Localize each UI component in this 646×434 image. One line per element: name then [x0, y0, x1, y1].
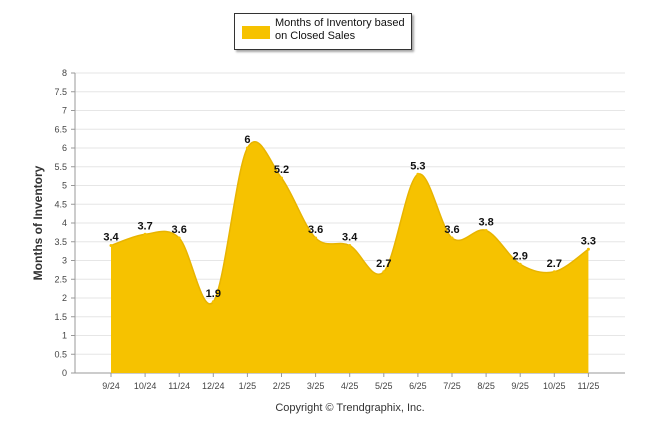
x-tick-label: 10/24 — [134, 381, 157, 391]
data-label: 5.3 — [410, 160, 425, 172]
y-tick-label: 7.5 — [54, 87, 67, 97]
data-point — [280, 176, 283, 180]
y-tick-label: 1 — [62, 331, 67, 341]
x-tick-label: 1/25 — [239, 381, 257, 391]
y-tick-label: 0 — [62, 368, 67, 378]
data-point — [416, 172, 420, 176]
data-label: 1.9 — [206, 288, 221, 300]
data-label: 2.7 — [547, 258, 562, 270]
data-label: 3.6 — [172, 224, 187, 236]
legend-label: Months of Inventory based on Closed Sale… — [275, 17, 409, 43]
y-tick-label: 5 — [62, 181, 67, 191]
data-point — [177, 236, 181, 240]
data-point — [586, 247, 590, 251]
y-tick-label: 2 — [62, 293, 67, 303]
x-tick-label: 9/25 — [511, 381, 529, 391]
x-tick-label: 10/25 — [543, 381, 566, 391]
data-label: 2.7 — [376, 258, 391, 270]
x-tick-label: 12/24 — [202, 381, 225, 391]
area-fill — [111, 141, 589, 373]
data-point — [109, 244, 113, 247]
legend-label-line2: on Closed Sales — [275, 30, 356, 42]
data-label: 3.3 — [581, 235, 596, 247]
data-point — [245, 146, 249, 150]
x-tick-label: 4/25 — [341, 381, 359, 391]
data-point — [211, 300, 215, 304]
x-tick-label: 3/25 — [307, 381, 325, 391]
data-label: 3.7 — [137, 220, 152, 232]
y-axis-title: Months of Inventory — [31, 165, 45, 280]
data-point — [382, 270, 386, 274]
x-tick-label: 8/25 — [477, 381, 495, 391]
x-tick-label: 11/25 — [577, 381, 599, 391]
x-tick-label: 9/24 — [102, 381, 120, 391]
data-label: 6 — [244, 134, 250, 146]
data-labels: 3.4 3.7 3.6 1.9 6 5.2 3.6 3.4 2.7 5.3 3.6 3.8 2.9 2.7… — [103, 134, 596, 304]
data-point — [314, 236, 318, 240]
data-point — [348, 244, 352, 247]
data-label: 3.6 — [444, 224, 459, 236]
data-label: 3.8 — [478, 217, 493, 229]
data-label: 5.2 — [274, 164, 289, 176]
series-line — [110, 140, 589, 305]
data-label: 2.9 — [513, 250, 528, 262]
data-label: 3.4 — [342, 232, 358, 244]
x-tick-label: 2/25 — [273, 381, 291, 391]
y-tick-label: 6 — [62, 143, 67, 153]
y-tick-label: 8 — [62, 68, 67, 78]
data-label: 3.4 — [103, 232, 119, 244]
y-tick-label: 6.5 — [54, 124, 67, 134]
data-point — [450, 236, 454, 240]
y-tick-label: 4.5 — [54, 199, 67, 209]
data-point — [552, 270, 556, 274]
legend: Months of Inventory based on Closed Sale… — [234, 13, 412, 50]
data-point — [518, 262, 522, 266]
y-tick-label: 0.5 — [54, 349, 67, 359]
y-tick-label: 3 — [62, 256, 67, 266]
y-tick-label: 4 — [62, 218, 67, 228]
copyright-text: Copyright © Trendgraphix, Inc. — [275, 402, 425, 414]
x-tick-label: 11/24 — [168, 381, 190, 391]
legend-label-line1: Months of Inventory based — [275, 17, 405, 29]
y-tick-label: 1.5 — [54, 312, 67, 322]
data-point — [484, 229, 488, 232]
legend-swatch — [242, 26, 270, 39]
data-label: 3.6 — [308, 224, 323, 236]
y-tick-label: 3.5 — [54, 237, 67, 247]
x-tick-label: 6/25 — [409, 381, 427, 391]
y-tick-label: 2.5 — [54, 274, 67, 284]
x-tick-label: 5/25 — [375, 381, 393, 391]
y-tick-label: 7 — [62, 106, 67, 116]
data-point — [143, 232, 147, 236]
x-tick-label: 7/25 — [443, 381, 461, 391]
y-tick-label: 5.5 — [54, 162, 67, 172]
series-area — [110, 140, 589, 373]
